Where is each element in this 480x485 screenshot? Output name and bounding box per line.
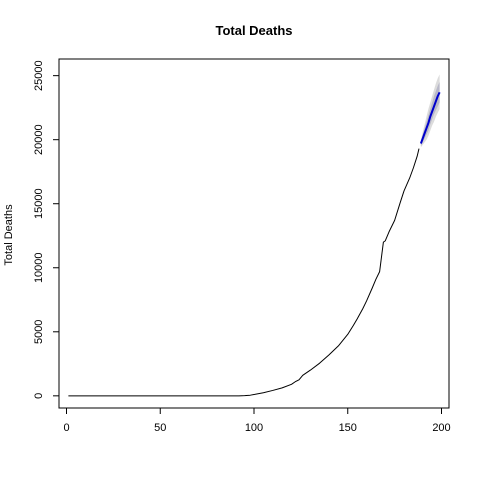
y-tick-label-2: 10000	[33, 252, 45, 283]
y-axis: 0 5000 10000 15000 20000 25000	[33, 60, 60, 399]
x-axis: 0 50 100 150 200	[63, 407, 451, 434]
x-tick-label-0: 0	[63, 422, 69, 434]
x-tick-label-2: 100	[245, 422, 263, 434]
y-tick-label-5: 25000	[33, 60, 45, 91]
x-tick-label-3: 150	[339, 422, 357, 434]
y-tick-label-0: 0	[33, 393, 45, 399]
y-tick-label-4: 20000	[33, 124, 45, 155]
y-tick-label-3: 15000	[33, 188, 45, 219]
x-tick-label-4: 200	[432, 422, 450, 434]
history-line	[68, 148, 420, 397]
x-tick-label-1: 50	[154, 422, 166, 434]
line-layer	[68, 91, 441, 397]
y-axis-label: Total Deaths	[3, 204, 15, 266]
forecast-line	[419, 91, 441, 144]
y-tick-label-1: 5000	[33, 320, 45, 344]
chart-title: Total Deaths	[215, 23, 292, 38]
